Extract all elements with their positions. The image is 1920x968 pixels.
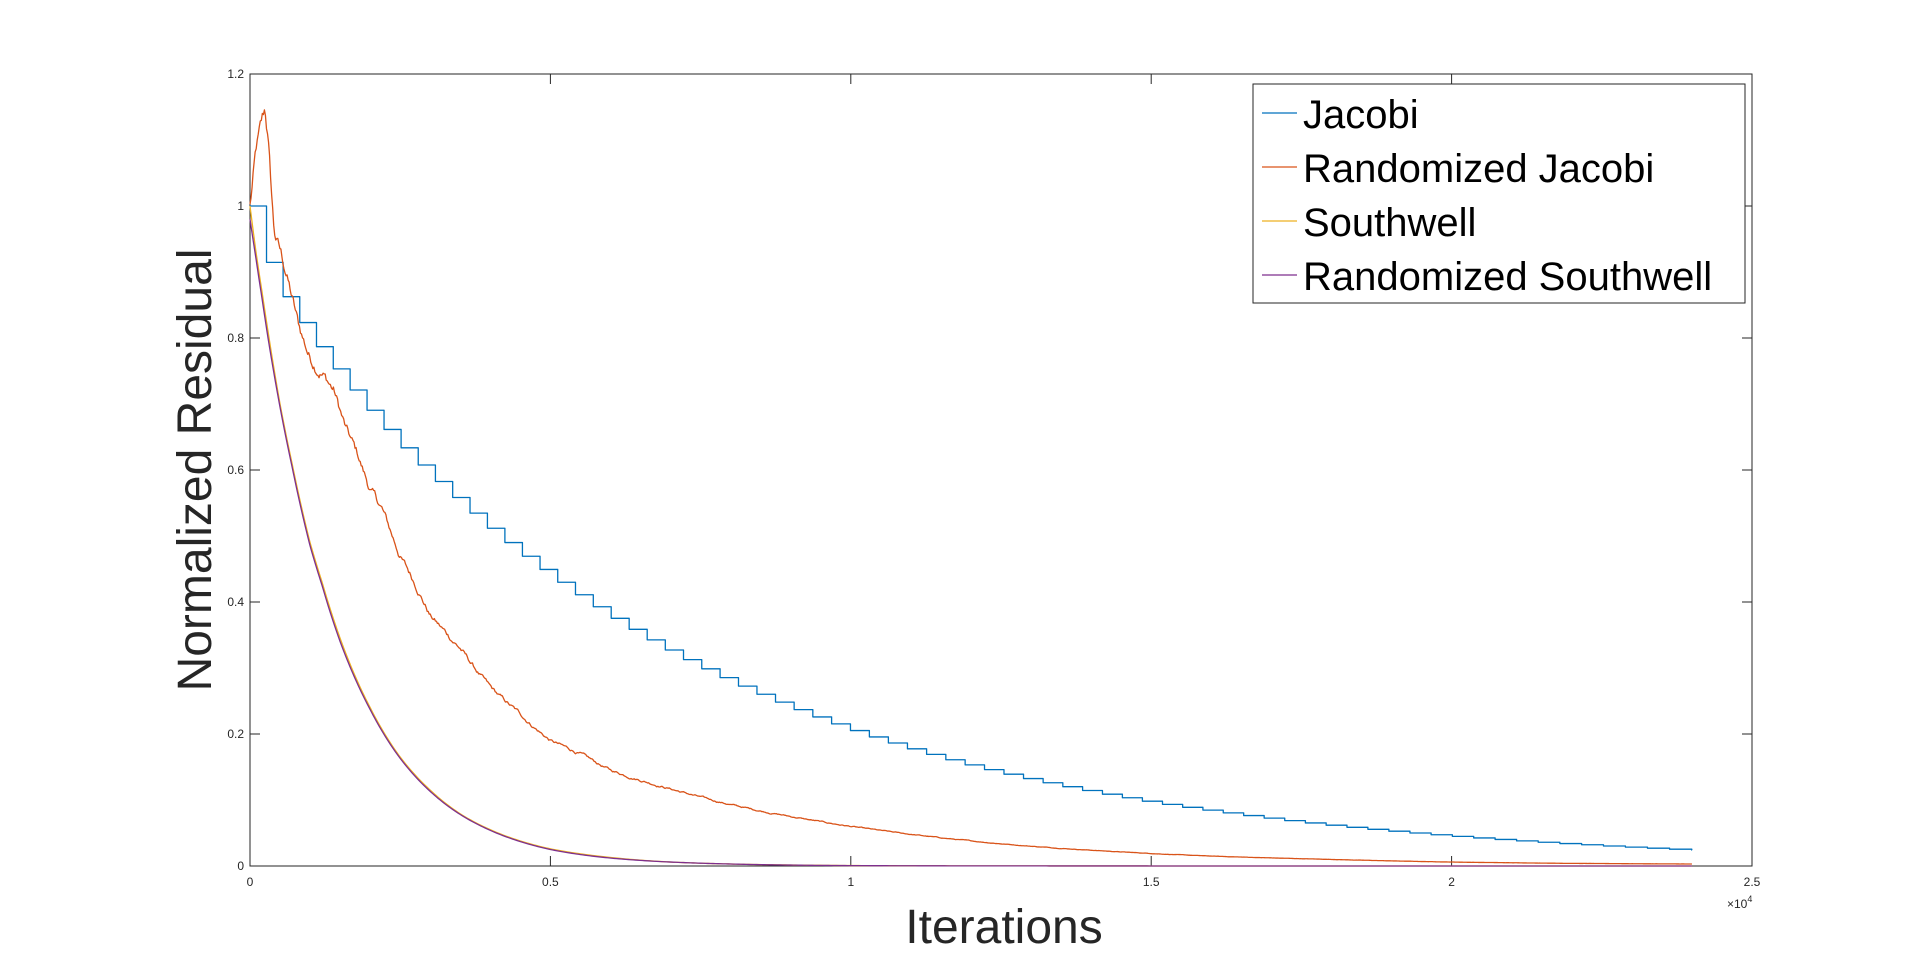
x-axis-ticks: 0 0.5 1 1.5 2 2.5 — [247, 74, 1761, 889]
x-axis-label: Iterations — [905, 901, 1102, 954]
legend-label: Southwell — [1303, 201, 1476, 245]
x-exponent-base: ×10 — [1727, 897, 1748, 911]
series-line-randomized-jacobi — [249, 109, 1692, 865]
x-tick-label: 0.5 — [542, 875, 559, 889]
x-tick-label: 2.5 — [1744, 875, 1761, 889]
x-tick-label: 1.5 — [1143, 875, 1160, 889]
y-axis-label: Normalized Residual — [169, 249, 222, 692]
series-line-jacobi — [250, 205, 1693, 851]
legend: Jacobi Randomized Jacobi Southwell Randomiz… — [1252, 83, 1746, 304]
x-exponent: ×104 — [1727, 894, 1752, 911]
y-tick-label: 0.6 — [227, 463, 244, 477]
legend-box — [1252, 83, 1746, 304]
x-tick-label: 0 — [247, 875, 254, 889]
legend-label: Jacobi — [1303, 93, 1419, 137]
series-line-randomized-southwell — [249, 218, 1692, 867]
y-tick-label: 0.8 — [227, 331, 244, 345]
y-tick-label: 0.2 — [227, 727, 244, 741]
legend-label: Randomized Jacobi — [1303, 147, 1654, 191]
y-axis-ticks: 0 0.2 0.4 0.6 0.8 1 1.2 — [227, 67, 1752, 873]
y-tick-label: 1 — [237, 199, 244, 213]
y-tick-label: 0.4 — [227, 595, 244, 609]
x-exponent-power: 4 — [1747, 894, 1752, 904]
x-tick-label: 2 — [1448, 875, 1455, 889]
legend-label: Randomized Southwell — [1303, 255, 1712, 299]
x-tick-label: 1 — [847, 875, 854, 889]
series-layer — [249, 109, 1693, 867]
y-tick-label: 1.2 — [227, 67, 244, 81]
y-tick-label: 0 — [237, 859, 244, 873]
legend-entries: Jacobi Randomized Jacobi Southwell Randomiz… — [1262, 93, 1712, 299]
